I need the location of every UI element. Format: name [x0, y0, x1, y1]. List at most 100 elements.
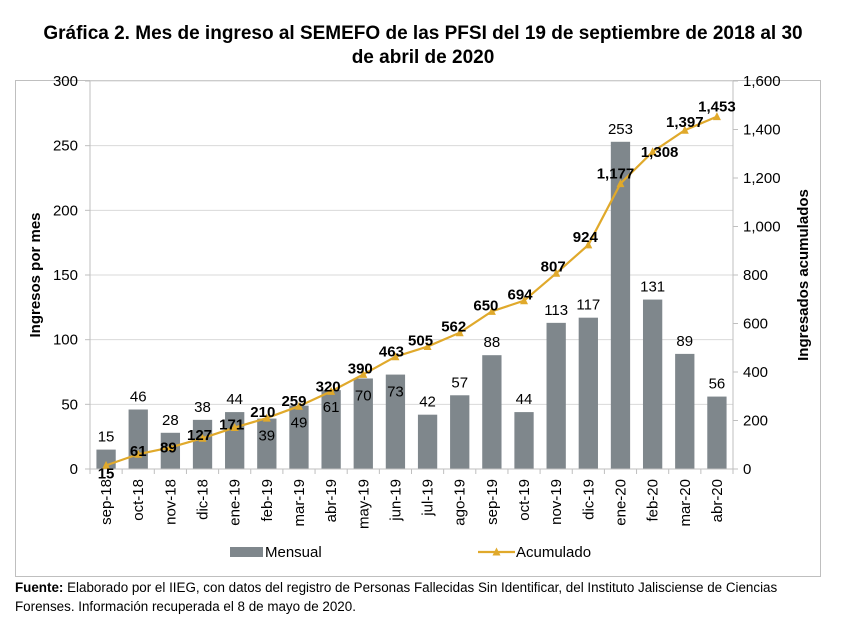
bar-value-label: 253 [608, 121, 633, 138]
y2-tick-label: 200 [743, 413, 768, 430]
bar-value-label: 38 [194, 399, 211, 416]
bar-value-label: 28 [162, 412, 179, 429]
x-tick-label: oct-18 [130, 479, 147, 521]
marker-feb-19 [262, 413, 271, 422]
bar-abr-20 [707, 396, 727, 469]
source-label: Fuente: [15, 580, 64, 595]
bar-may-19 [353, 378, 373, 469]
marker-nov-19 [552, 268, 561, 277]
marker-abr-19 [327, 386, 336, 395]
bar-dic-19 [578, 317, 598, 469]
y-tick-label: 300 [53, 73, 78, 90]
y2-tick-label: 1,400 [743, 122, 781, 139]
x-tick-label: sep-19 [484, 479, 501, 525]
y2-tick-label: 1,600 [743, 73, 781, 90]
y-tick-label: 0 [70, 461, 78, 478]
line-value-label: 650 [473, 297, 498, 314]
marker-ene-19 [230, 423, 239, 432]
marker-ago-19 [455, 328, 464, 337]
bar-value-label: 15 [98, 429, 115, 446]
marker-mar-20 [680, 125, 689, 134]
y-tick-label: 100 [53, 332, 78, 349]
bars [96, 141, 727, 469]
x-tick-label: sep-18 [98, 479, 115, 525]
chart-title-line-2: de abril de 2020 [351, 47, 495, 68]
bar-value-label: 73 [387, 384, 404, 401]
line-value-label: 210 [250, 404, 275, 421]
bar-feb-19 [257, 418, 277, 469]
legend-label-acumulado: Acumulado [516, 544, 591, 561]
y-axis-title: Ingresos por mes [27, 212, 44, 337]
x-tick-label: nov-19 [548, 479, 565, 525]
bar-value-label: 70 [355, 387, 372, 404]
bar-ago-19 [450, 395, 470, 469]
line-value-label: 15 [98, 465, 115, 482]
x-tick-label: abr-20 [709, 479, 726, 522]
source-note: Fuente: Elaborado por el IIEG, con datos… [15, 578, 831, 616]
marker-oct-19 [520, 296, 529, 305]
y-tick-label: 200 [53, 202, 78, 219]
bar-value-label: 61 [323, 399, 340, 416]
line-value-label: 61 [130, 443, 147, 460]
marker-dic-19 [584, 240, 593, 249]
bar-value-label: 56 [709, 376, 726, 393]
legend-label-mensual: Mensual [265, 544, 322, 561]
bar-oct-19 [514, 412, 534, 469]
line-value-label: 1,308 [641, 144, 679, 161]
bar-nov-19 [546, 322, 566, 469]
line-value-label: 390 [348, 360, 373, 377]
marker-oct-18 [134, 449, 143, 458]
y2-tick-label: 1,000 [743, 219, 781, 236]
cumulative-line [102, 112, 721, 469]
line-value-label: 924 [573, 229, 599, 246]
legend: Mensual Acumulado [230, 544, 591, 561]
bar-value-label: 44 [226, 391, 243, 408]
chart-title-line-1: Gráfica 2. Mes de ingreso al SEMEFO de l… [43, 23, 803, 44]
line-value-label: 463 [379, 344, 404, 361]
bar-abr-19 [321, 390, 341, 469]
x-tick-label: feb-20 [645, 479, 662, 522]
bar-sep-19 [482, 355, 502, 469]
marker-feb-20 [648, 147, 657, 156]
bar-jun-19 [385, 374, 406, 469]
marker-jun-19 [391, 352, 400, 361]
x-tick-label: oct-19 [516, 479, 533, 521]
y2-tick-label: 0 [743, 461, 751, 478]
bar-value-label: 44 [516, 391, 533, 408]
marker-mar-19 [294, 401, 303, 410]
x-tick-label: ene-20 [612, 479, 629, 526]
line-value-label: 505 [408, 333, 433, 350]
y2-tick-label: 1,200 [743, 170, 781, 187]
line-value-label: 562 [441, 319, 466, 336]
y-tick-label: 50 [61, 396, 78, 413]
bar-feb-20 [642, 299, 663, 469]
bar-value-label: 49 [291, 415, 308, 432]
x-tick-label: dic-19 [580, 479, 597, 520]
x-tick-label: feb-19 [259, 479, 276, 522]
line-value-label: 1,453 [698, 99, 736, 116]
bar-value-label: 57 [451, 374, 468, 391]
x-tick-label: may-19 [355, 479, 372, 529]
bar-value-label: 88 [484, 334, 501, 351]
y-tick-label: 250 [53, 138, 78, 155]
marker-jul-19 [423, 342, 432, 351]
bar-value-label: 131 [640, 279, 665, 296]
x-tick-label: dic-18 [195, 479, 212, 520]
line-value-label: 320 [316, 378, 341, 395]
marker-sep-18 [102, 460, 111, 469]
x-tick-label: abr-19 [323, 479, 340, 522]
bar-value-label: 39 [258, 428, 275, 445]
y2-axis-title: Ingresados acumulados [795, 189, 812, 361]
line-value-label: 171 [219, 417, 244, 434]
legend-marker-acumulado [492, 547, 501, 556]
marker-abr-20 [712, 112, 721, 121]
marker-nov-18 [166, 442, 175, 451]
x-tick-label: mar-19 [291, 479, 308, 527]
gridlines [90, 80, 733, 405]
x-tick-label: ene-19 [227, 479, 244, 526]
source-text: Elaborado por el IIEG, con datos del reg… [15, 580, 778, 614]
data-labels: 15 46 28 38 44 39 49 61 70 73 42 57 88 44 113 117 253 131… [98, 99, 736, 483]
bar-value-label: 89 [676, 333, 693, 350]
x-tick-label: mar-20 [677, 479, 694, 527]
